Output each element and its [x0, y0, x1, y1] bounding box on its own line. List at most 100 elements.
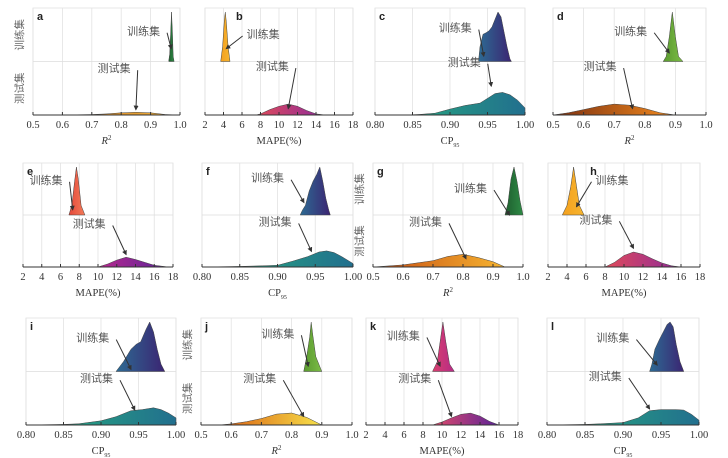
x-tick-label: 0.90 [441, 120, 459, 131]
x-tick-label: 6 [239, 120, 244, 131]
panel-label: k [370, 321, 377, 333]
x-axis-title: R2 [271, 444, 282, 457]
test-annotation: 测试集 [409, 214, 442, 228]
test-density [219, 412, 322, 426]
annotation-arrow [618, 221, 634, 250]
x-tick-label: 0.8 [456, 272, 469, 283]
panel-label: h [590, 166, 597, 178]
x-tick-label: 12 [456, 430, 467, 441]
x-axis-title: R2 [442, 286, 453, 299]
train-density [504, 166, 524, 216]
x-tick-label: 8 [420, 430, 425, 441]
x-tick-label: 2 [202, 120, 207, 131]
annotation-arrow [225, 35, 243, 50]
annotation-arrow [628, 377, 651, 410]
x-tick-label: 0.95 [306, 272, 324, 283]
train-density [662, 11, 684, 62]
x-axis-title: MAPE(%) [257, 136, 302, 147]
x-tick-label: 0.6 [225, 430, 238, 441]
x-axis-title: MAPE(%) [76, 288, 121, 299]
train-annotation: 训练集 [261, 326, 294, 340]
x-axis-title: CP95 [92, 446, 111, 458]
x-axis-title: MAPE(%) [420, 446, 465, 457]
train-density [303, 321, 323, 372]
x-tick-label: 0.9 [669, 120, 682, 131]
test-density [546, 409, 700, 426]
x-tick-label: 14 [311, 120, 322, 131]
panel-label: b [236, 11, 243, 23]
annotation-arrow [119, 379, 136, 411]
x-tick-label: 6 [401, 430, 406, 441]
x-tick-label: 0.95 [129, 430, 147, 441]
x-tick-label: 0.8 [285, 430, 298, 441]
row-label-test: 测试集 [181, 382, 194, 414]
x-tick-label: 8 [77, 272, 82, 283]
x-tick-label: 0.85 [576, 430, 594, 441]
row-label-test: 测试集 [353, 225, 366, 257]
annotation-arrow [298, 223, 313, 253]
x-tick-label: 1.0 [173, 120, 186, 131]
x-tick-label: 2 [20, 272, 25, 283]
annotation-arrow [133, 70, 139, 111]
annotation-arrow [437, 380, 453, 418]
x-tick-label: 18 [348, 120, 359, 131]
x-tick-label: 14 [130, 272, 141, 283]
x-tick-label: 4 [564, 272, 570, 283]
panel-label: c [379, 11, 385, 23]
test-density [375, 92, 526, 116]
x-tick-label: 0.5 [366, 272, 379, 283]
row-label-train: 训练集 [353, 173, 366, 205]
x-tick-label: 0.9 [486, 272, 499, 283]
test-density [372, 254, 506, 268]
x-tick-label: 0.90 [614, 430, 632, 441]
train-annotation: 训练集 [247, 27, 280, 41]
row-label-train: 训练集 [181, 329, 194, 361]
panel-label: a [37, 11, 44, 23]
x-tick-label: 10 [93, 272, 104, 283]
x-tick-label: 0.6 [56, 120, 69, 131]
x-tick-label: 0.8 [638, 120, 651, 131]
test-annotation: 测试集 [589, 369, 622, 383]
x-tick-label: 0.95 [478, 120, 496, 131]
x-tick-label: 0.5 [26, 120, 39, 131]
train-annotation: 训练集 [76, 331, 109, 345]
x-axis-title: R2 [624, 134, 635, 147]
x-tick-label: 12 [638, 272, 649, 283]
annotation-arrow [115, 339, 132, 371]
x-tick-label: 0.5 [546, 120, 559, 131]
x-tick-label: 1.0 [699, 120, 712, 131]
annotation-arrow [112, 225, 127, 256]
x-tick-label: 10 [619, 272, 630, 283]
x-axis-title: CP95 [268, 288, 287, 301]
train-annotation: 训练集 [596, 173, 629, 187]
x-tick-label: 0.6 [396, 272, 409, 283]
x-tick-label: 0.80 [538, 430, 556, 441]
x-tick-label: 16 [329, 120, 340, 131]
train-annotation: 训练集 [454, 181, 487, 195]
x-tick-label: 18 [168, 272, 179, 283]
x-tick-label: 0.7 [255, 430, 268, 441]
annotation-arrow [290, 179, 305, 204]
annotation-arrow [448, 223, 467, 260]
x-tick-label: 0.80 [17, 430, 35, 441]
x-axis-title: CP95 [441, 136, 460, 149]
train-density [220, 11, 231, 62]
annotation-arrow [300, 335, 310, 368]
train-annotation: 训练集 [387, 328, 420, 342]
x-tick-label: 0.5 [194, 430, 207, 441]
x-tick-label: 1.00 [344, 272, 362, 283]
train-annotation: 训练集 [596, 331, 629, 345]
x-tick-label: 8 [602, 272, 607, 283]
x-tick-label: 14 [475, 430, 486, 441]
annotation-arrow [623, 67, 635, 110]
annotation-arrow [69, 181, 75, 211]
train-density [649, 321, 685, 372]
annotation-arrow [487, 63, 494, 88]
panel-label: d [557, 11, 564, 23]
train-density [561, 166, 585, 216]
